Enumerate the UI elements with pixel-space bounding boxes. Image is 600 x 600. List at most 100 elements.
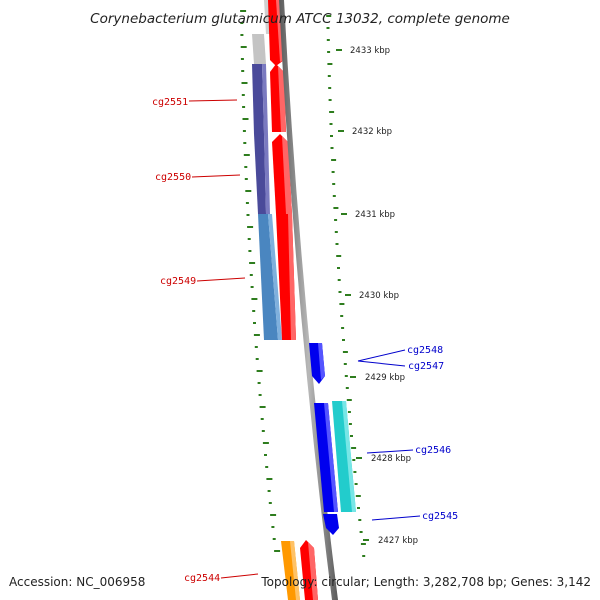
gc-dot-left [242, 130, 246, 132]
gc-dot-left [249, 274, 253, 276]
gc-dot-right [336, 255, 342, 257]
gc-dot-right [352, 459, 356, 461]
cds-cg2551[interactable] [252, 64, 264, 134]
kbp-scale: 2433 kbp 2432 kbp 2431 kbp 2430 kbp 2429… [336, 46, 418, 546]
gc-dot-left [268, 502, 272, 504]
gc-dot-left [264, 454, 267, 456]
kbp-label-2433: 2433 kbp [350, 46, 390, 56]
gene-label-cg2548[interactable]: cg2548 [407, 345, 443, 356]
gene-labels: cg2551 cg2550 cg2549 cg2548 cg2547 cg254… [152, 97, 458, 584]
gc-dot-left [260, 418, 264, 420]
cds-cg2545[interactable] [323, 514, 339, 535]
gc-dot-right [342, 351, 348, 353]
gc-dot-right [329, 123, 333, 125]
gc-dot-left [242, 106, 246, 108]
gc-skew-track-left [240, 10, 281, 552]
gc-dot-right [330, 135, 333, 137]
gc-dot-right [355, 495, 361, 497]
gc-dot-right [328, 99, 332, 101]
gc-dot-left [248, 250, 252, 252]
gc-dot-right [348, 423, 352, 425]
topology-text: Topology: circular; Length: 3,282,708 bp… [260, 575, 591, 589]
gc-dot-left [270, 514, 277, 516]
gc-dot-left [261, 430, 265, 432]
gc-dot-right [344, 375, 348, 377]
gc-dot-right [340, 315, 344, 317]
gc-dot-left [242, 118, 249, 120]
gc-dot-left [258, 394, 262, 396]
gc-dot-left [247, 238, 251, 240]
gc-dot-left [257, 382, 261, 384]
cds-red-bottom-shade [308, 542, 318, 600]
gc-dot-left [245, 190, 252, 192]
gene-label-cg2547[interactable]: cg2547 [408, 361, 444, 372]
gene-label-cg2550[interactable]: cg2550 [155, 172, 191, 183]
cds-cg2549-shade [268, 214, 282, 340]
gc-dot-left [246, 214, 250, 216]
gene-label-cg2549[interactable]: cg2549 [160, 276, 196, 287]
map-title: Corynebacterium glutamicum ATCC 13032, c… [90, 11, 510, 27]
gc-dot-left [240, 58, 244, 60]
gc-dot-left [265, 466, 269, 468]
gc-dot-left [243, 142, 247, 144]
gc-dot-left [245, 202, 249, 204]
gc-dot-left [244, 178, 248, 180]
cds-cg2544-shade [290, 541, 300, 600]
gene-label-cg2546[interactable]: cg2546 [415, 445, 451, 456]
gc-dot-left [241, 94, 245, 96]
gc-dot-left [244, 166, 248, 168]
gc-dot-left [240, 10, 247, 12]
gc-dot-left [253, 334, 260, 336]
gc-dot-left [247, 226, 254, 228]
gene-leader-lines [188, 99, 421, 579]
kbp-label-2429: 2429 kbp [365, 373, 405, 383]
gc-dot-left [240, 22, 244, 24]
gc-dot-left [251, 298, 258, 300]
gc-dot-right [335, 243, 339, 245]
gc-dot-left [255, 358, 259, 360]
gc-dot-right [327, 63, 333, 65]
gene-label-cg2545[interactable]: cg2545 [422, 511, 458, 522]
gc-dot-right [360, 543, 366, 545]
gc-dot-right [328, 87, 332, 89]
gc-dot-right [334, 219, 338, 221]
gc-dot-right [343, 363, 347, 365]
gc-dot-right [331, 171, 335, 173]
gc-dot-left [259, 406, 266, 408]
cds-cg2550[interactable] [254, 134, 266, 214]
gc-dot-right [332, 183, 336, 185]
gc-dot-left [256, 370, 263, 372]
kbp-label-2431: 2431 kbp [355, 210, 395, 220]
gc-dot-left [252, 310, 256, 312]
cds-cg2549[interactable] [258, 214, 278, 340]
gc-dot-right [358, 519, 362, 521]
gc-dot-right [329, 111, 335, 113]
feature-grey-top [252, 34, 266, 64]
genome-backbone [279, 0, 338, 600]
kbp-label-2430: 2430 kbp [359, 291, 399, 301]
gc-dot-left [272, 538, 276, 540]
gc-dot-right [351, 447, 357, 449]
gc-dot-right [327, 51, 331, 53]
cds-cg2548-shade [318, 343, 325, 380]
gc-dot-right [327, 75, 331, 77]
gene-label-cg2544[interactable]: cg2544 [184, 573, 220, 584]
gene-label-cg2551[interactable]: cg2551 [152, 97, 188, 108]
gc-dot-left [254, 346, 258, 348]
gc-dot-right [346, 399, 352, 401]
cds-cyan-shade [342, 401, 356, 512]
gc-dot-right [333, 207, 339, 209]
gc-dot-left [240, 34, 244, 36]
kbp-label-2428: 2428 kbp [371, 454, 411, 464]
gc-dot-right [326, 27, 330, 29]
gc-dot-left [241, 82, 248, 84]
gc-dot-right [330, 147, 334, 149]
cds-cg2551-shade [262, 64, 268, 134]
gc-dot-right [341, 327, 345, 329]
gc-dot-right [337, 267, 340, 269]
gc-dot-left [262, 442, 269, 444]
cds-cg2546-shade [324, 403, 338, 512]
gc-dot-left [253, 322, 256, 324]
kbp-label-2432: 2432 kbp [352, 127, 392, 137]
gc-dot-left [241, 70, 245, 72]
